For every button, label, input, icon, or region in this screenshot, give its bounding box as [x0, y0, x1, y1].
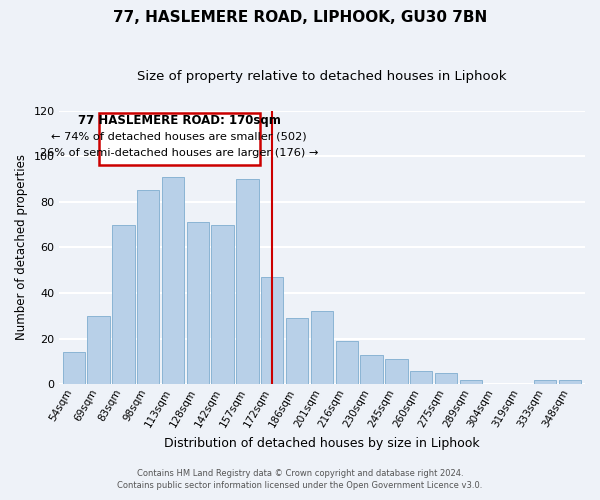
Bar [335, 341, 358, 384]
X-axis label: Distribution of detached houses by size in Liphook: Distribution of detached houses by size … [164, 437, 480, 450]
Bar [385, 360, 407, 384]
Bar [361, 354, 383, 384]
Bar [311, 312, 333, 384]
Text: 77 HASLEMERE ROAD: 170sqm: 77 HASLEMERE ROAD: 170sqm [78, 114, 281, 128]
Bar [211, 224, 234, 384]
Text: 26% of semi-detached houses are larger (176) →: 26% of semi-detached houses are larger (… [40, 148, 319, 158]
Bar [559, 380, 581, 384]
Bar [137, 190, 160, 384]
Title: Size of property relative to detached houses in Liphook: Size of property relative to detached ho… [137, 70, 506, 83]
Bar [88, 316, 110, 384]
Text: ← 74% of detached houses are smaller (502): ← 74% of detached houses are smaller (50… [52, 132, 307, 142]
FancyBboxPatch shape [98, 113, 260, 166]
Text: 77, HASLEMERE ROAD, LIPHOOK, GU30 7BN: 77, HASLEMERE ROAD, LIPHOOK, GU30 7BN [113, 10, 487, 25]
Bar [187, 222, 209, 384]
Bar [534, 380, 556, 384]
Bar [286, 318, 308, 384]
Bar [460, 380, 482, 384]
Bar [236, 179, 259, 384]
Bar [112, 224, 134, 384]
Bar [410, 370, 433, 384]
Bar [62, 352, 85, 384]
Y-axis label: Number of detached properties: Number of detached properties [15, 154, 28, 340]
Bar [261, 277, 283, 384]
Text: Contains HM Land Registry data © Crown copyright and database right 2024.
Contai: Contains HM Land Registry data © Crown c… [118, 468, 482, 490]
Bar [435, 373, 457, 384]
Bar [162, 176, 184, 384]
